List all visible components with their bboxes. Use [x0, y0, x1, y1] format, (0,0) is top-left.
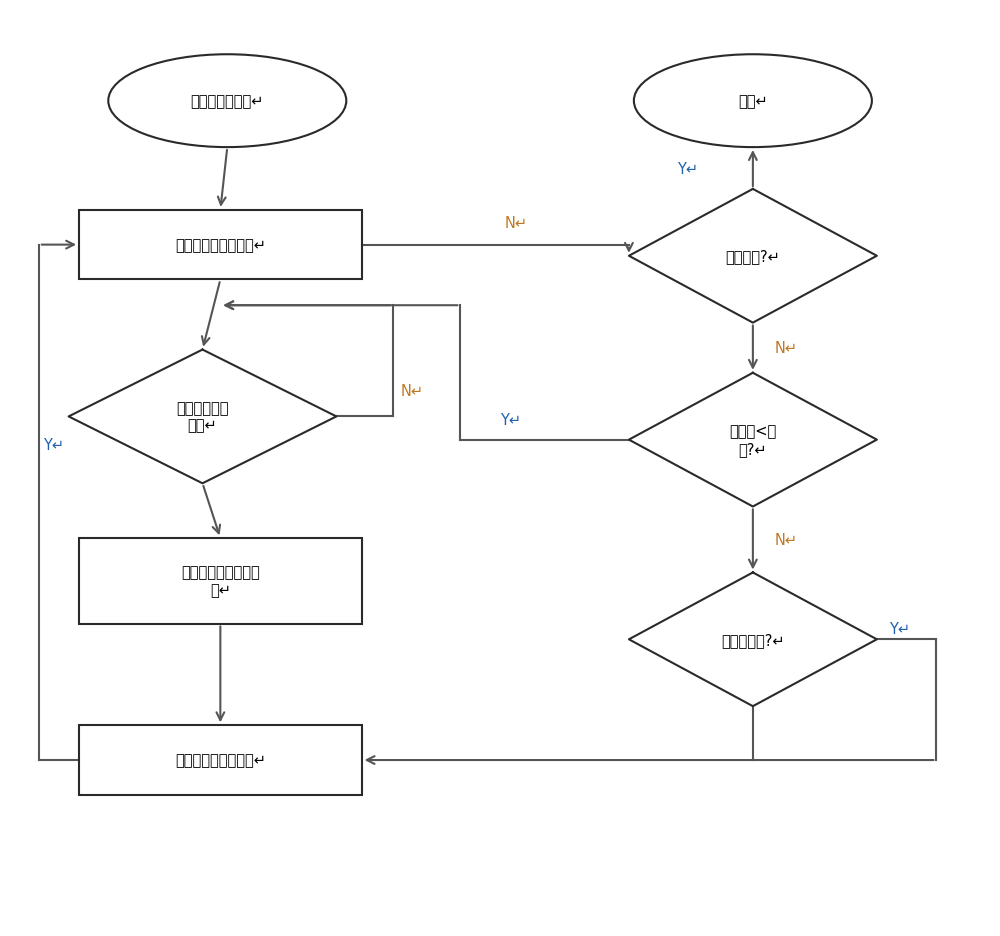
Text: 初始化全局粒子↵: 初始化全局粒子↵	[191, 95, 264, 110]
Text: 更新全局粒子的全値↵: 更新全局粒子的全値↵	[175, 753, 266, 768]
Text: N↵: N↵	[775, 341, 798, 356]
Text: 到达终点?↵: 到达终点?↵	[725, 249, 780, 264]
Text: N↵: N↵	[401, 384, 424, 399]
Text: 结束↵: 结束↵	[738, 95, 768, 110]
Bar	[79, 538, 362, 624]
Text: Y↵: Y↵	[889, 621, 910, 636]
Bar	[79, 725, 362, 795]
Text: 粒子群优化的状态估
计↵: 粒子群优化的状态估 计↵	[181, 565, 260, 597]
Text: 是否重采样?↵: 是否重采样?↵	[721, 632, 785, 647]
Text: N↵: N↵	[775, 533, 798, 548]
Text: N↵: N↵	[505, 215, 528, 230]
Text: 多传感器信息
融合↵: 多传感器信息 融合↵	[176, 401, 229, 433]
Text: 全局例子预测及优化↵: 全局例子预测及优化↵	[175, 238, 266, 253]
Text: 自适应<门
限?↵: 自适应<门 限?↵	[729, 424, 776, 457]
Text: Y↵: Y↵	[677, 161, 698, 176]
Text: Y↵: Y↵	[43, 437, 64, 452]
Bar	[79, 211, 362, 280]
Text: Y↵: Y↵	[500, 412, 521, 427]
